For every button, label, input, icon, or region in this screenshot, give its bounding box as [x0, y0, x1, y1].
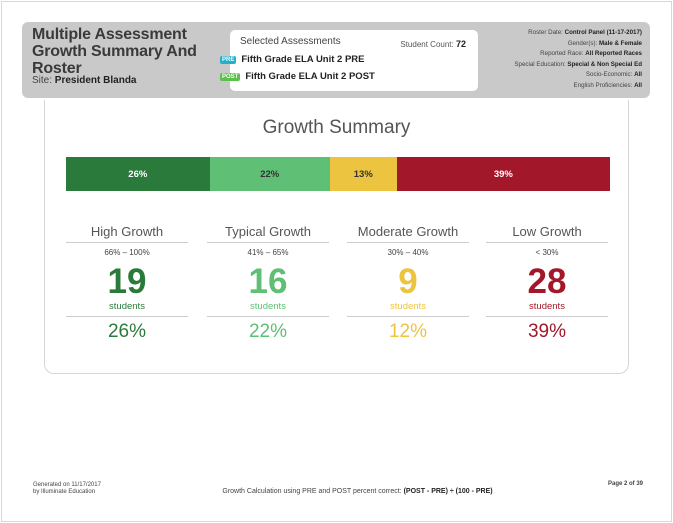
- site-line: Site: President Blanda: [32, 75, 137, 86]
- meta-roster-date: Roster Date: Control Panel (11-17-2017): [528, 29, 642, 36]
- post-assessment-row: POST Fifth Grade ELA Unit 2 POST: [220, 71, 375, 82]
- student-count-value: 72: [455, 39, 466, 49]
- meta-race: Reported Race: All Reported Races: [540, 50, 642, 58]
- high-growth-count: 19: [107, 262, 147, 301]
- high-growth-percent: 26%: [107, 321, 147, 342]
- low-growth-count: 28: [527, 262, 567, 301]
- page-number: Page 2 of 39: [607, 481, 643, 487]
- typical-growth-title: Typical Growth: [207, 224, 329, 243]
- growth-summary-title: Growth Summary: [262, 117, 411, 138]
- roster-filters: Roster Date: Control Panel (11-17-2017) …: [514, 28, 642, 92]
- moderate-growth-column: Moderate Growth 30% – 40% 9 students 12%: [347, 224, 469, 343]
- bar-segment-moderate: 13%: [329, 157, 397, 191]
- low-growth-range: < 30%: [535, 248, 559, 257]
- calc-text: Growth Calculation using PRE and POST pe…: [222, 488, 402, 495]
- bar-segment-typical: 22%: [209, 157, 330, 191]
- meta-special-education: Special Education: Special & Non Special…: [514, 60, 642, 68]
- post-tag-badge: POST: [220, 72, 241, 81]
- bar-segment-low: 39%: [396, 157, 610, 191]
- moderate-growth-count: 9: [398, 262, 418, 301]
- student-count-label: Student Count:: [400, 40, 454, 49]
- typical-growth-range: 41% – 65%: [247, 248, 289, 257]
- site-label: Site:: [32, 75, 53, 86]
- growth-summary-card: Growth Summary 26% 22% 13% 39% High Grow…: [44, 100, 629, 374]
- typical-growth-percent: 22%: [248, 321, 288, 342]
- low-growth-percent: 39%: [527, 321, 567, 342]
- generated-date: Generated on 11/17/2017: [33, 482, 101, 488]
- report-header: Multiple Assessment Growth Summary And R…: [22, 22, 650, 98]
- moderate-growth-title: Moderate Growth: [347, 224, 469, 243]
- moderate-growth-students-label: students: [347, 301, 469, 317]
- selected-assessments-box: Selected Assessments Student Count: 72 P…: [220, 30, 478, 91]
- high-growth-column: High Growth 66% – 100% 19 students 26%: [66, 224, 188, 343]
- moderate-growth-percent: 12%: [388, 321, 428, 342]
- moderate-growth-range: 30% – 40%: [387, 248, 429, 257]
- growth-calculation-note: Growth Calculation using PRE and POST pe…: [0, 488, 673, 495]
- selected-assessments-heading: Selected Assessments: [240, 36, 341, 47]
- high-growth-title: High Growth: [66, 224, 188, 243]
- low-growth-students-label: students: [486, 301, 608, 317]
- student-count: Student Count: 72: [400, 39, 466, 49]
- pre-tag-badge: PRE: [220, 55, 237, 64]
- site-name: President Blanda: [54, 75, 137, 86]
- low-growth-title: Low Growth: [486, 224, 608, 243]
- meta-genders: Gender(s): Male & Female: [567, 39, 642, 47]
- report-title: Multiple Assessment Growth Summary And R…: [32, 26, 197, 77]
- calc-formula: (POST - PRE) ÷ (100 - PRE): [403, 488, 493, 495]
- typical-growth-count: 16: [248, 262, 288, 301]
- meta-socio-economic: Socio-Economic: All: [585, 71, 642, 79]
- typical-growth-column: Typical Growth 41% – 65% 16 students 22%: [207, 224, 329, 343]
- post-assessment-name: Fifth Grade ELA Unit 2 POST: [245, 71, 375, 82]
- generated-info: Generated on 11/17/2017 by Illuminate Ed…: [33, 482, 101, 496]
- high-growth-students-label: students: [66, 301, 188, 317]
- pre-assessment-row: PRE Fifth Grade ELA Unit 2 PRE: [220, 54, 365, 65]
- typical-growth-students-label: students: [207, 301, 329, 317]
- generated-by: by Illuminate Education: [33, 489, 96, 495]
- pre-assessment-name: Fifth Grade ELA Unit 2 PRE: [241, 54, 365, 65]
- high-growth-range: 66% – 100%: [104, 248, 150, 257]
- bar-segment-high: 26%: [66, 157, 210, 191]
- growth-distribution-bar: 26% 22% 13% 39%: [66, 157, 610, 191]
- low-growth-column: Low Growth < 30% 28 students 39%: [486, 224, 608, 343]
- meta-english-proficiency: English Proficiencies: All: [573, 81, 642, 89]
